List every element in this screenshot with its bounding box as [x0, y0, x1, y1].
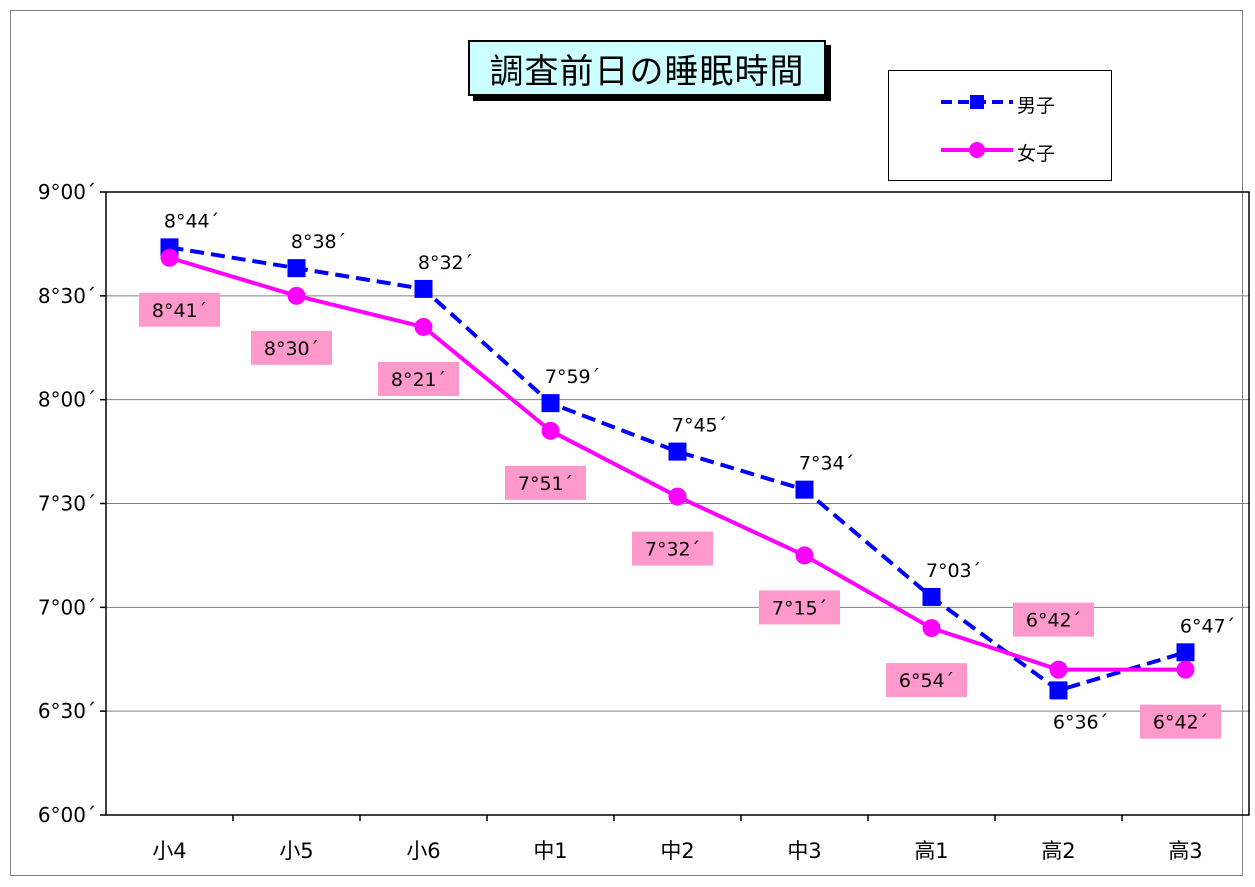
data-label-girls: 8°21´	[391, 369, 446, 391]
legend-label-boys: 男子	[1017, 95, 1056, 117]
data-label-girls: 7°51´	[518, 473, 573, 495]
legend: 男子 女子	[888, 70, 1112, 181]
legend-item-girls: 女子	[889, 136, 1111, 166]
data-label-bg-girls	[1013, 602, 1094, 637]
data-label-girls: 6°54´	[899, 670, 954, 692]
data-point-boys	[414, 279, 433, 298]
data-label-boys: 8°44´	[164, 210, 219, 232]
legend-boys-marker	[941, 95, 1013, 109]
data-label-boys: 8°38´	[291, 231, 346, 253]
data-point-girls	[160, 248, 179, 267]
x-tick-label: 中3	[787, 839, 821, 863]
data-label-boys: 7°34´	[799, 453, 854, 475]
data-label-bg-girls	[378, 361, 459, 396]
data-label-boys: 8°32´	[418, 252, 473, 274]
data-label-boys: 6°47´	[1180, 615, 1235, 637]
data-point-boys	[795, 480, 814, 499]
x-tick-label: 高2	[1041, 839, 1075, 863]
data-labels: 8°44´ 8°38´ 8°32´ 7°59´ 7°45´ 7°34´ 7°03´ 6°36´…	[139, 210, 1235, 739]
data-point-boys	[287, 259, 306, 278]
data-point-girls	[795, 546, 814, 565]
data-point-girls	[414, 317, 433, 336]
data-point-girls	[922, 619, 941, 638]
data-label-bg-girls	[632, 531, 713, 566]
legend-girls-marker	[941, 142, 1013, 158]
x-tick-label: 小5	[279, 839, 313, 863]
data-label-boys: 7°45´	[672, 415, 727, 437]
data-label-bg-girls	[759, 590, 840, 625]
y-tick-label: 8°30´	[38, 284, 96, 308]
y-axis: 6°00´ 6°30´ 7°00´ 7°30´ 8°00´ 8°30´ 9°00´	[38, 180, 106, 827]
y-tick-label: 8°00´	[38, 388, 96, 412]
data-label-boys: 7°59´	[545, 366, 600, 388]
x-tick-label: 高3	[1168, 839, 1202, 863]
data-label-bg-girls	[251, 330, 332, 365]
data-point-girls	[287, 286, 306, 305]
data-point-girls	[1176, 660, 1195, 679]
x-axis: 小4 小5 小6 中1 中2 中3 高1 高2 高3	[152, 815, 1203, 863]
data-label-girls: 7°15´	[772, 597, 827, 619]
data-point-boys	[541, 394, 560, 413]
legend-item-boys: 男子	[889, 88, 1111, 118]
data-label-boys: 7°03´	[926, 560, 981, 582]
series-line-boys	[169, 245, 1187, 693]
y-tick-label: 6°00´	[38, 803, 96, 827]
y-tick-label: 6°30´	[38, 699, 96, 723]
data-point-boys	[668, 442, 687, 461]
x-tick-label: 中2	[660, 839, 694, 863]
x-tick-label: 高1	[914, 839, 948, 863]
data-point-girls	[668, 487, 687, 506]
legend-label-girls: 女子	[1017, 143, 1056, 165]
y-tick-label: 9°00´	[38, 180, 96, 204]
data-label-bg-girls	[505, 465, 586, 500]
x-tick-label: 小4	[152, 839, 186, 863]
data-label-boys: 6°36´	[1053, 711, 1108, 733]
y-tick-label: 7°00´	[38, 595, 96, 619]
data-point-boys	[1176, 643, 1195, 662]
data-point-boys	[922, 587, 941, 606]
data-label-bg-girls	[886, 663, 967, 698]
chart-title: 調査前日の睡眠時間	[468, 40, 826, 96]
x-tick-label: 小6	[406, 839, 440, 863]
data-label-bg-girls	[1140, 704, 1221, 739]
series	[160, 238, 1195, 700]
data-label-girls: 8°30´	[264, 338, 319, 360]
data-point-girls	[1049, 660, 1068, 679]
y-tick-label: 7°30´	[38, 492, 96, 516]
data-point-girls	[541, 421, 560, 440]
data-label-girls: 8°41´	[152, 300, 207, 322]
data-point-boys	[1049, 681, 1068, 700]
x-tick-label: 中1	[533, 839, 567, 863]
data-label-girls: 7°32´	[645, 539, 700, 561]
data-label-bg-girls	[139, 292, 220, 327]
data-label-girls: 6°42´	[1026, 610, 1081, 632]
data-label-girls: 6°42´	[1153, 712, 1208, 734]
